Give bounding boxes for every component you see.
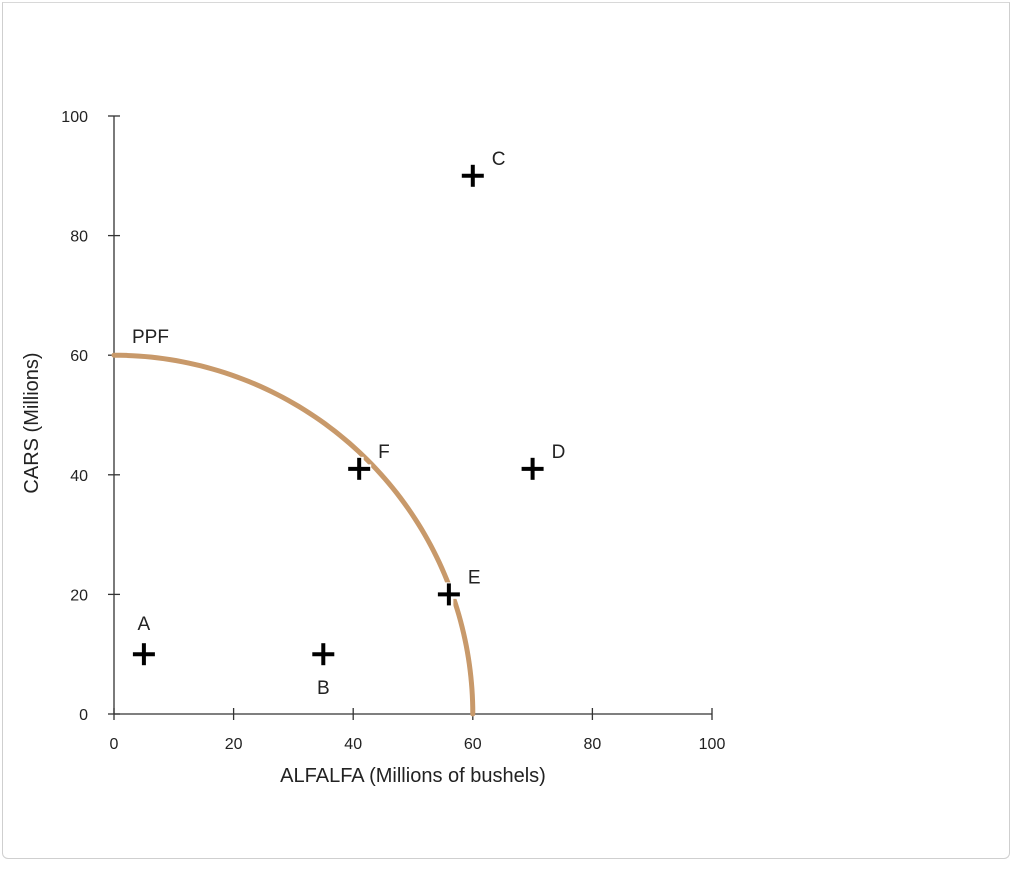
x-tick-label: 80 [584, 736, 602, 753]
ppf-label: PPF [132, 327, 169, 348]
x-tick-label: 100 [699, 736, 726, 753]
y-tick-label: 60 [70, 348, 88, 365]
point-c: C [460, 149, 506, 188]
point-label: C [492, 149, 506, 170]
x-tick-label: 60 [464, 736, 482, 753]
ppf-curve-layer: PPF [111, 327, 476, 717]
x-axis-title: ALFALFA (Millions of bushels) [280, 765, 546, 787]
point-label: F [378, 442, 390, 463]
ppf-curve [111, 352, 476, 717]
point-e: E [436, 567, 481, 607]
point-label: D [552, 442, 566, 463]
x-tick-label: 0 [110, 736, 119, 753]
point-f: F [347, 442, 390, 481]
point-label: A [138, 614, 151, 635]
point-label: E [468, 567, 481, 588]
y-tick-label: 0 [79, 707, 88, 724]
point-b: B [311, 642, 336, 699]
chart-frame [2, 2, 1010, 859]
point-d: D [520, 442, 566, 481]
y-tick-label: 20 [70, 587, 88, 604]
x-tick-label: 40 [344, 736, 362, 753]
y-tick-label: 80 [70, 229, 88, 246]
y-tick-label: 100 [61, 109, 88, 126]
point-a: A [131, 614, 156, 667]
point-label: B [317, 678, 330, 699]
y-axis-title: CARS (Millions) [21, 352, 43, 493]
x-tick-label: 20 [225, 736, 243, 753]
axes: 0 20 40 60 80 100 0 20 40 60 80 100 [61, 109, 725, 753]
y-tick-label: 40 [70, 468, 88, 485]
points-layer: A B C D E F [131, 149, 566, 699]
